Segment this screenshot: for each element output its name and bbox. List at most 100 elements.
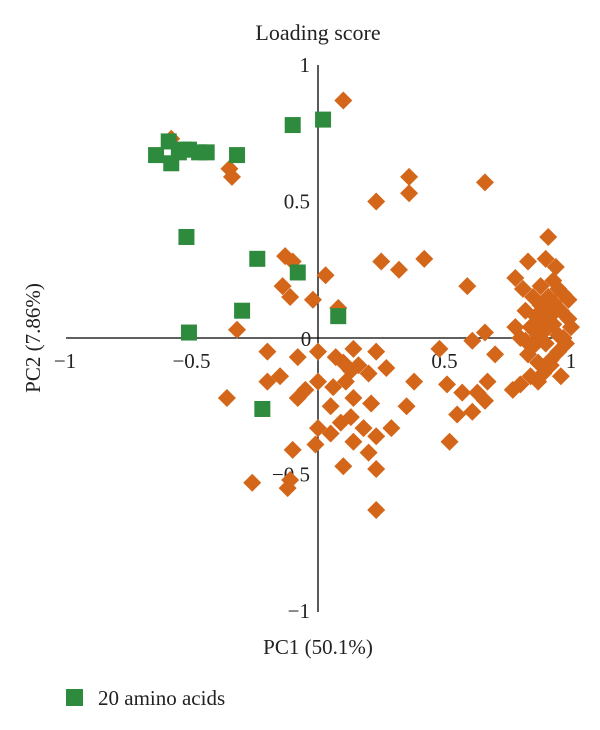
orange-points: [162, 91, 580, 519]
data-point-diamond: [217, 389, 236, 408]
data-point-diamond: [503, 380, 522, 399]
data-point-diamond: [551, 367, 570, 386]
data-point-diamond: [354, 419, 373, 438]
chart-title: Loading score: [255, 20, 380, 45]
data-point-diamond: [377, 359, 396, 378]
data-point-diamond: [478, 372, 497, 391]
data-point-diamond: [309, 342, 327, 361]
data-point-diamond: [531, 277, 550, 296]
data-point-diamond: [344, 432, 363, 451]
data-point-diamond: [283, 440, 302, 459]
data-point-diamond: [341, 408, 360, 427]
data-point-diamond: [541, 350, 560, 369]
data-point-diamond: [546, 301, 565, 320]
data-point-diamond: [334, 91, 353, 110]
data-point-diamond: [316, 266, 335, 285]
data-point-diamond: [531, 312, 550, 331]
data-point-diamond: [524, 337, 543, 356]
data-point-diamond: [438, 375, 457, 394]
x-tick-label: −1: [54, 349, 76, 373]
data-point-diamond: [367, 427, 386, 446]
data-point-diamond: [513, 279, 532, 298]
data-point-diamond: [303, 290, 322, 309]
data-point-diamond: [382, 419, 401, 438]
legend-label: 20 amino acids: [98, 686, 225, 710]
data-point-diamond: [546, 258, 565, 277]
data-point-diamond: [440, 432, 459, 451]
data-point-square: [289, 264, 306, 281]
green-points: [148, 111, 347, 417]
data-point-diamond: [405, 372, 424, 391]
data-point-square: [254, 400, 271, 417]
data-point-square: [249, 250, 266, 267]
data-point-square: [178, 228, 195, 245]
data-point-diamond: [321, 424, 340, 443]
legend: 20 amino acids: [66, 686, 225, 710]
data-point-diamond: [463, 402, 482, 421]
data-point-diamond: [554, 329, 573, 347]
data-point-diamond: [389, 260, 408, 279]
data-point-diamond: [243, 473, 262, 492]
data-point-diamond: [258, 342, 277, 361]
axes: [66, 65, 572, 612]
data-point-diamond: [400, 184, 419, 203]
data-point-diamond: [321, 397, 340, 416]
data-point-diamond: [506, 318, 525, 337]
data-point-diamond: [539, 288, 558, 307]
data-point-diamond: [228, 320, 247, 339]
data-point-square: [180, 324, 197, 341]
data-point-diamond: [536, 249, 555, 268]
data-point-diamond: [397, 397, 416, 416]
y-axis-title: PC2 (7.86%): [21, 283, 45, 393]
data-point-diamond: [372, 252, 391, 271]
y-tick-label: 1: [300, 53, 311, 77]
data-point-diamond: [367, 342, 386, 361]
x-tick-label: −0.5: [172, 349, 210, 373]
x-tick-label: 0: [301, 327, 312, 351]
data-point-diamond: [344, 339, 363, 358]
data-point-diamond: [559, 290, 578, 309]
data-point-square: [234, 302, 251, 319]
data-point-diamond: [334, 457, 353, 476]
data-point-diamond: [309, 419, 327, 438]
y-tick-label: 0.5: [284, 190, 310, 214]
data-point-diamond: [273, 277, 292, 296]
data-point-diamond: [529, 372, 548, 391]
data-point-diamond: [306, 435, 325, 454]
x-tick-label: 1: [566, 349, 577, 373]
data-point-square: [330, 308, 347, 325]
data-point-diamond: [475, 391, 494, 410]
data-point-diamond: [362, 394, 381, 413]
data-point-diamond: [309, 372, 327, 391]
data-point-diamond: [506, 268, 525, 287]
data-point-diamond: [536, 334, 555, 353]
data-point-diamond: [415, 249, 434, 268]
data-point-diamond: [367, 460, 386, 479]
data-point-diamond: [518, 252, 537, 271]
data-point-diamond: [475, 323, 494, 342]
data-point-diamond: [359, 364, 378, 383]
data-point-square: [315, 111, 332, 128]
data-point-diamond: [258, 372, 277, 391]
data-point-diamond: [324, 378, 343, 397]
data-point-diamond: [400, 167, 419, 186]
data-point-square: [229, 147, 246, 164]
data-point-diamond: [562, 318, 580, 337]
data-point-square: [198, 144, 215, 161]
data-point-diamond: [475, 173, 494, 192]
data-point-diamond: [430, 339, 449, 358]
data-point-diamond: [222, 167, 241, 186]
data-point-diamond: [448, 405, 467, 424]
data-point-diamond: [336, 372, 355, 391]
data-point-diamond: [281, 470, 300, 489]
legend-swatch: [66, 689, 83, 706]
data-point-diamond: [463, 331, 482, 350]
data-point-square: [284, 117, 301, 134]
data-point-diamond: [288, 389, 307, 408]
data-point-diamond: [281, 288, 300, 307]
data-point-diamond: [539, 227, 558, 246]
data-point-diamond: [486, 345, 505, 364]
y-tick-label: −1: [288, 599, 310, 623]
